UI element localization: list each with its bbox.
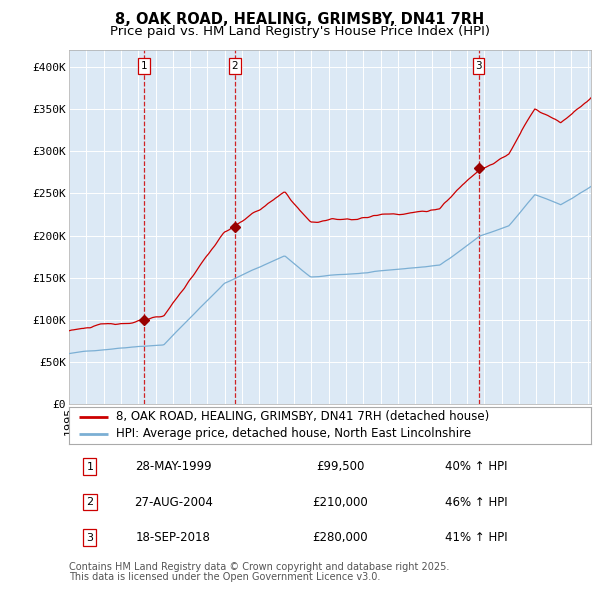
- Text: 1: 1: [86, 461, 94, 471]
- Text: 3: 3: [475, 61, 482, 71]
- Text: 3: 3: [86, 533, 94, 543]
- Text: 40% ↑ HPI: 40% ↑ HPI: [445, 460, 508, 473]
- Text: 8, OAK ROAD, HEALING, GRIMSBY, DN41 7RH: 8, OAK ROAD, HEALING, GRIMSBY, DN41 7RH: [115, 12, 485, 27]
- Text: 18-SEP-2018: 18-SEP-2018: [136, 531, 211, 544]
- Text: Contains HM Land Registry data © Crown copyright and database right 2025.: Contains HM Land Registry data © Crown c…: [69, 562, 449, 572]
- Text: £210,000: £210,000: [313, 496, 368, 509]
- Text: Price paid vs. HM Land Registry's House Price Index (HPI): Price paid vs. HM Land Registry's House …: [110, 25, 490, 38]
- Text: 41% ↑ HPI: 41% ↑ HPI: [445, 531, 508, 544]
- Text: This data is licensed under the Open Government Licence v3.0.: This data is licensed under the Open Gov…: [69, 572, 380, 582]
- Text: 2: 2: [86, 497, 94, 507]
- Text: 2: 2: [232, 61, 238, 71]
- Text: £99,500: £99,500: [316, 460, 365, 473]
- Text: 46% ↑ HPI: 46% ↑ HPI: [445, 496, 508, 509]
- Text: 1: 1: [140, 61, 147, 71]
- Text: 28-MAY-1999: 28-MAY-1999: [135, 460, 212, 473]
- Text: 27-AUG-2004: 27-AUG-2004: [134, 496, 213, 509]
- Text: 8, OAK ROAD, HEALING, GRIMSBY, DN41 7RH (detached house): 8, OAK ROAD, HEALING, GRIMSBY, DN41 7RH …: [116, 410, 489, 423]
- Text: HPI: Average price, detached house, North East Lincolnshire: HPI: Average price, detached house, Nort…: [116, 427, 471, 440]
- Text: £280,000: £280,000: [313, 531, 368, 544]
